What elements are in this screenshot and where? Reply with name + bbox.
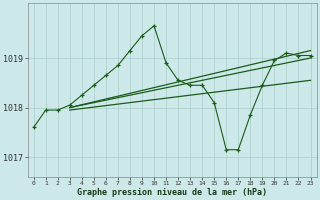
X-axis label: Graphe pression niveau de la mer (hPa): Graphe pression niveau de la mer (hPa) [77,188,267,197]
